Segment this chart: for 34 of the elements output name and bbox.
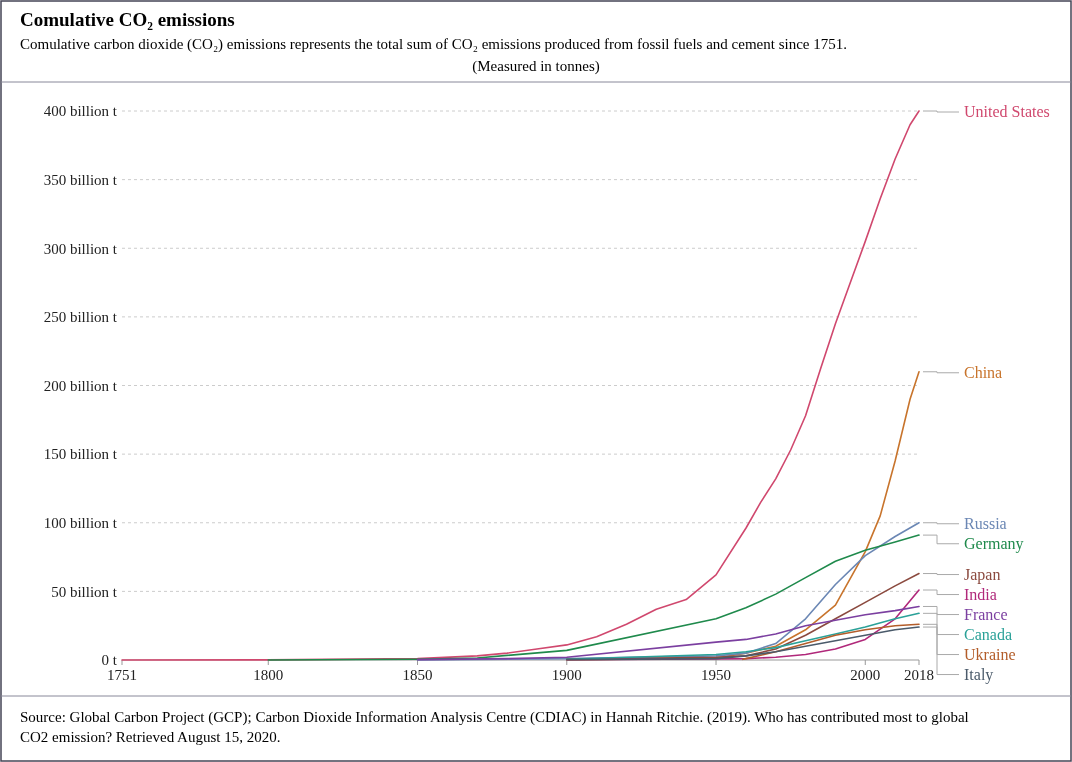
line-series [565, 626, 920, 661]
y-tick-label: 150 billion t [43, 446, 118, 463]
y-tick-label: 100 billion t [43, 515, 118, 531]
text: Ukraine [964, 645, 1016, 663]
x-tick-label: 2018 [904, 667, 934, 683]
text: Germany [964, 534, 1024, 553]
y-tick-label: 50 billion t [51, 583, 118, 600]
text: India [964, 585, 997, 603]
line-series [742, 623, 920, 661]
y-tick-label: 300 billion t [43, 240, 118, 257]
text: Japan [964, 565, 1001, 584]
line-series [416, 605, 920, 661]
x-tick-label: 2000 [850, 667, 881, 683]
text: United States [964, 103, 1050, 120]
x-tick-label: 1900 [551, 667, 582, 683]
y-tick-label: 250 billion t [43, 309, 118, 326]
text: Russia [964, 514, 1007, 532]
y-tick-label: 0 t [101, 652, 118, 669]
x-tick-label: 1800 [253, 667, 284, 683]
x-tick-label: 1751 [107, 667, 137, 683]
chart-title: Comulative CO₂ emissions [20, 9, 235, 30]
text: France [964, 605, 1008, 623]
y-tick-label: 350 billion t [43, 171, 118, 188]
text: Italy [964, 665, 994, 684]
x-tick-label: 1950 [701, 667, 732, 683]
y-tick-label: 200 billion t [43, 377, 118, 394]
line-series [565, 612, 920, 661]
line-series [267, 534, 920, 661]
text: China [964, 363, 1003, 381]
source-note: Source: Global Carbon Project (GCP); Carbon Dioxide Information Analysis Centre (CDIAC) in Hannah Ritchie. (2019). Who has contributed most to global CO2 emission? Retrieved August 15, 2020. [20, 709, 969, 745]
x-tick-label: 1850 [402, 667, 433, 683]
text: Canada [964, 625, 1012, 643]
y-tick-label: 400 billion t [43, 103, 118, 120]
chart-subtitle: Comulative carbon dioxide (CO₂) emissions represents the total sum of CO₂ emissions produced from fossil fuels and cement since 1751. (Measured in tonnes) [20, 36, 847, 75]
